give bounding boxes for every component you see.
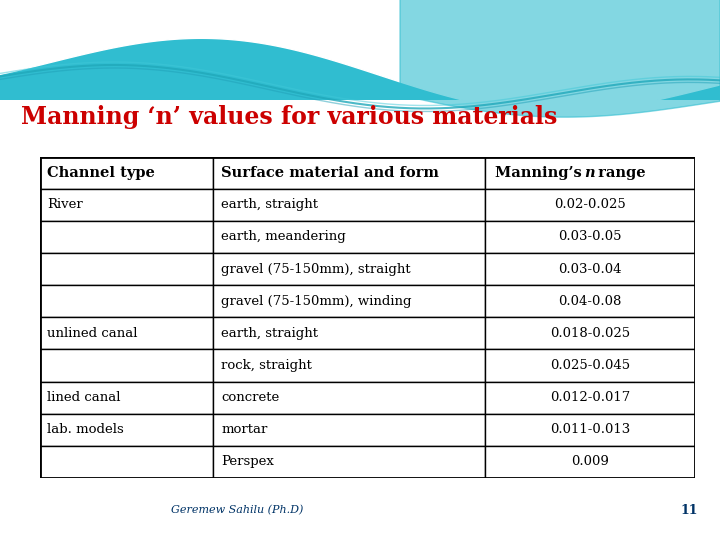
Bar — [213, 221, 485, 253]
Bar — [213, 189, 485, 221]
Bar — [40, 189, 213, 221]
Text: gravel (75-150mm), winding: gravel (75-150mm), winding — [221, 295, 412, 308]
Bar — [40, 285, 213, 318]
Text: 11: 11 — [681, 504, 698, 517]
Text: n: n — [585, 166, 595, 180]
Bar — [213, 285, 485, 318]
Bar — [0, 0, 720, 110]
Text: mortar: mortar — [221, 423, 267, 436]
Text: range: range — [593, 166, 646, 180]
Bar — [40, 157, 213, 189]
Text: lab. models: lab. models — [48, 423, 125, 436]
Text: 0.009: 0.009 — [571, 455, 609, 468]
Bar — [213, 381, 485, 414]
Text: 0.012-0.017: 0.012-0.017 — [550, 391, 630, 404]
Text: Channel type: Channel type — [48, 166, 156, 180]
Bar — [485, 414, 695, 446]
Bar — [485, 349, 695, 382]
Polygon shape — [400, 0, 720, 117]
Bar — [485, 285, 695, 318]
Bar — [485, 157, 695, 189]
Bar — [213, 446, 485, 478]
Text: 0.011-0.013: 0.011-0.013 — [550, 423, 630, 436]
Bar — [213, 349, 485, 382]
Text: earth, straight: earth, straight — [221, 327, 318, 340]
Bar — [40, 446, 213, 478]
Text: 0.018-0.025: 0.018-0.025 — [550, 327, 630, 340]
Text: concrete: concrete — [221, 391, 279, 404]
Bar — [485, 446, 695, 478]
Text: River: River — [48, 198, 84, 211]
Bar — [485, 189, 695, 221]
Bar — [213, 414, 485, 446]
Text: 0.04-0.08: 0.04-0.08 — [558, 295, 621, 308]
Text: earth, meandering: earth, meandering — [221, 231, 346, 244]
Bar — [213, 318, 485, 349]
Bar — [485, 253, 695, 285]
Bar — [40, 349, 213, 382]
Bar — [485, 318, 695, 349]
Text: 0.025-0.045: 0.025-0.045 — [550, 359, 630, 372]
Bar — [213, 157, 485, 189]
Bar — [213, 253, 485, 285]
Bar — [0, 100, 720, 540]
Text: 0.02-0.025: 0.02-0.025 — [554, 198, 626, 211]
Text: Surface material and form: Surface material and form — [221, 166, 439, 180]
Bar — [40, 318, 213, 349]
Bar — [485, 381, 695, 414]
Text: Geremew Sahilu (Ph.D): Geremew Sahilu (Ph.D) — [171, 505, 304, 516]
Text: lined canal: lined canal — [48, 391, 121, 404]
Bar — [40, 381, 213, 414]
Text: gravel (75-150mm), straight: gravel (75-150mm), straight — [221, 262, 410, 275]
Bar — [40, 221, 213, 253]
Text: earth, straight: earth, straight — [221, 198, 318, 211]
Text: 0.03-0.05: 0.03-0.05 — [558, 231, 621, 244]
Bar — [485, 221, 695, 253]
Text: Manning’s: Manning’s — [495, 166, 587, 180]
Text: rock, straight: rock, straight — [221, 359, 312, 372]
Text: 0.03-0.04: 0.03-0.04 — [558, 262, 621, 275]
Text: Perspex: Perspex — [221, 455, 274, 468]
Polygon shape — [0, 0, 720, 112]
Bar — [40, 414, 213, 446]
Bar — [40, 253, 213, 285]
Text: Manning ‘n’ values for various materials: Manning ‘n’ values for various materials — [22, 105, 558, 129]
Text: unlined canal: unlined canal — [48, 327, 138, 340]
